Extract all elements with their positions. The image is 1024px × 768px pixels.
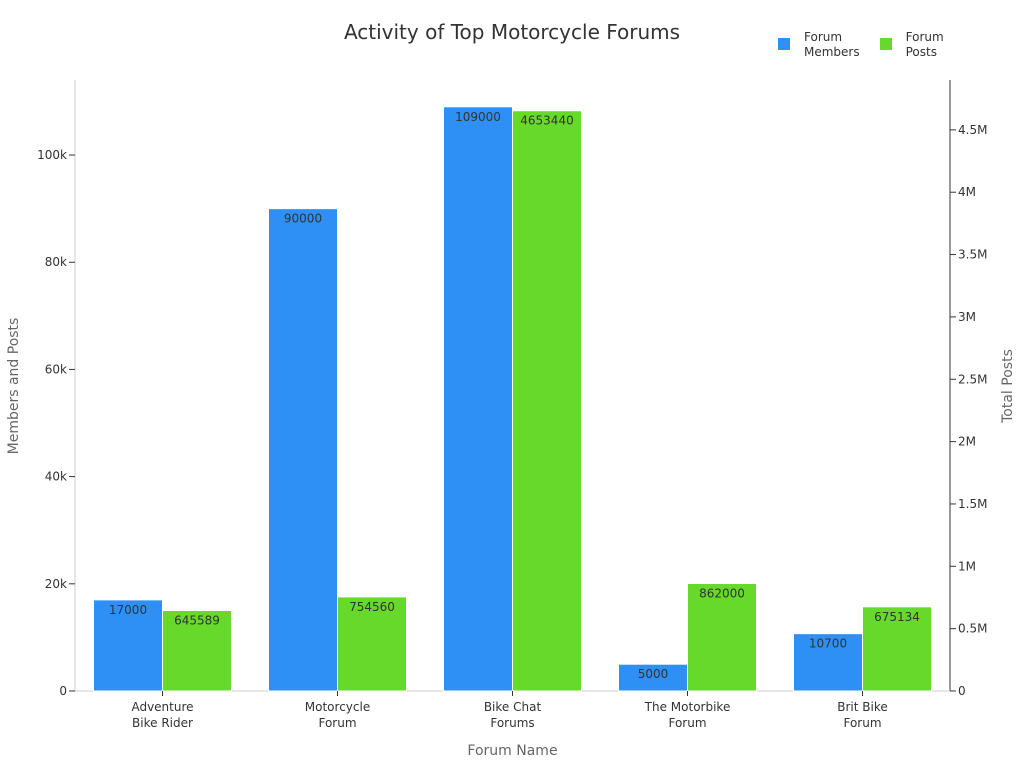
y2-tick-label: 1.5M <box>958 497 987 511</box>
data-label-members: 10700 <box>809 637 847 651</box>
bar-members <box>443 106 513 692</box>
y2-tick-label: 2.5M <box>958 372 987 386</box>
legend-label-posts: Forum Posts <box>905 30 944 59</box>
x-axis-title: Forum Name <box>467 743 557 759</box>
x-tick-label: Motorcycle <box>305 700 370 714</box>
bar-posts <box>337 596 407 692</box>
x-tick-label: Forum <box>668 716 706 730</box>
y2-tick-label: 3.5M <box>958 248 987 262</box>
x-tick-label: The Motorbike <box>644 700 731 714</box>
data-label-members: 90000 <box>284 212 322 226</box>
data-label-members: 109000 <box>455 110 501 124</box>
bar-posts <box>162 609 232 692</box>
x-tick-label: Bike Chat <box>484 700 542 714</box>
y-tick-label: 100k <box>37 148 67 162</box>
x-tick-label: Forum <box>843 716 881 730</box>
data-label-members: 17000 <box>109 603 147 617</box>
legend-item-posts: Forum Posts <box>879 30 944 60</box>
x-tick-label: Forums <box>490 716 534 730</box>
data-label-posts: 754560 <box>349 600 395 614</box>
y-tick-label: 60k <box>45 362 67 376</box>
data-label-posts: 4653440 <box>520 114 573 128</box>
bar-posts <box>687 583 757 692</box>
bar-members <box>618 663 688 692</box>
x-tick-label: Brit Bike <box>837 700 888 714</box>
y-tick-label: 20k <box>45 577 67 591</box>
legend-swatch-posts <box>879 38 892 50</box>
legend: Forum Members Forum Posts <box>778 30 944 60</box>
y2-tick-label: 3M <box>958 310 976 324</box>
y2-tick-label: 4M <box>958 185 976 199</box>
data-label-posts: 645589 <box>174 613 220 627</box>
data-label-posts: 675134 <box>874 610 920 624</box>
y2-tick-label: 4.5M <box>958 123 987 137</box>
data-label-posts: 862000 <box>699 587 745 601</box>
bar-posts <box>862 606 932 692</box>
y2-tick-label: 0.5M <box>958 622 987 636</box>
bar-members <box>268 208 338 692</box>
bar-posts <box>512 110 582 692</box>
y-tick-label: 80k <box>45 255 67 269</box>
bar-members <box>793 633 863 692</box>
legend-swatch-members <box>778 38 790 50</box>
y2-tick-label: 2M <box>958 435 976 449</box>
x-tick-label: Adventure <box>131 700 193 714</box>
x-tick-label: Forum <box>318 716 356 730</box>
chart-title: Activity of Top Motorcycle Forums <box>343 20 681 44</box>
y2-tick-label: 1M <box>958 559 976 573</box>
y-tick-label: 40k <box>45 470 67 484</box>
y-axis-title: Members and Posts <box>6 318 22 455</box>
y-tick-label: 0 <box>59 684 67 698</box>
y2-tick-label: 0 <box>958 684 966 698</box>
legend-item-members: Forum Members <box>778 30 860 60</box>
y2-axis-title: Total Posts <box>1000 349 1016 424</box>
x-tick-label: Bike Rider <box>132 716 193 730</box>
data-label-members: 5000 <box>638 667 669 681</box>
bar-members <box>93 599 163 692</box>
legend-label-members: Forum Members <box>804 30 860 59</box>
